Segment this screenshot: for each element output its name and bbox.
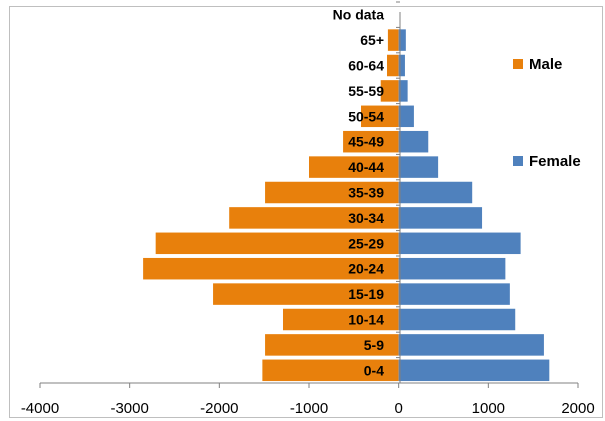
legend: Male Female <box>513 56 581 170</box>
x-tick-label-2000: 2000 <box>561 400 594 417</box>
category-labels: 0-4 5-9 10-14 15-19 20-24 25-29 30-34 35-39 40-4… <box>333 7 385 379</box>
bar-male-55-59 <box>380 80 399 102</box>
bar-male-5-9 <box>265 334 399 356</box>
category-label-15-19: 15-19 <box>348 286 384 302</box>
bar-female-20-24 <box>398 257 506 280</box>
category-label-55-59: 55-59 <box>348 83 384 99</box>
bar-male-25-29 <box>155 232 399 255</box>
bar-male-45-49 <box>343 130 399 153</box>
bar-female-60-64 <box>398 54 405 77</box>
category-label-50-54: 50-54 <box>348 108 384 124</box>
bar-male-40-44 <box>309 156 399 178</box>
bar-female-25-29 <box>398 232 521 255</box>
x-tick-label-0: 0 <box>394 400 402 417</box>
bar-male-30-34 <box>229 207 399 229</box>
category-label-10-14: 10-14 <box>348 312 384 328</box>
x-tick-label--3000: -3000 <box>110 400 148 417</box>
category-label-65+: 65+ <box>360 32 384 48</box>
category-label-60-64: 60-64 <box>348 58 384 74</box>
category-label-No data: No data <box>333 7 385 23</box>
category-label-0-4: 0-4 <box>364 362 384 378</box>
bar-male-15-19 <box>213 283 399 305</box>
x-tick-label-1000: 1000 <box>472 400 505 417</box>
x-tick-label--1000: -1000 <box>290 400 328 417</box>
bar-male-20-24 <box>143 257 399 280</box>
bar-male-50-54 <box>361 105 399 128</box>
bar-male-35-39 <box>265 181 399 204</box>
category-label-40-44: 40-44 <box>348 159 384 175</box>
legend-label-male: Male <box>529 56 562 73</box>
legend-label-female: Female <box>529 153 581 170</box>
category-label-45-49: 45-49 <box>348 134 384 150</box>
bar-male-60-64 <box>387 54 399 77</box>
category-label-35-39: 35-39 <box>348 185 384 201</box>
bar-female-15-19 <box>398 283 510 305</box>
x-tick-label--4000: -4000 <box>21 400 59 417</box>
bar-male-0-4 <box>262 359 399 382</box>
category-label-25-29: 25-29 <box>348 235 384 251</box>
bars-layer <box>143 29 550 382</box>
legend-swatch-male <box>513 59 523 69</box>
bar-male-65+ <box>387 29 399 51</box>
legend-swatch-female <box>513 156 523 166</box>
bar-female-50-54 <box>398 105 414 128</box>
bar-female-65+ <box>398 29 406 51</box>
bar-female-40-44 <box>398 156 439 178</box>
bar-female-45-49 <box>398 130 429 153</box>
category-label-20-24: 20-24 <box>348 261 384 277</box>
bar-female-30-34 <box>398 207 483 229</box>
x-tick-label--2000: -2000 <box>200 400 238 417</box>
category-label-5-9: 5-9 <box>364 337 384 353</box>
bar-male-10-14 <box>282 308 399 331</box>
bar-female-35-39 <box>398 181 473 204</box>
bar-female-55-59 <box>398 80 408 102</box>
bar-female-10-14 <box>398 308 516 331</box>
category-label-30-34: 30-34 <box>348 210 384 226</box>
x-axis: -4000 -3000 -2000 -1000 0 1000 2000 <box>21 1 595 417</box>
bar-female-5-9 <box>398 334 544 356</box>
bar-female-0-4 <box>398 359 550 382</box>
